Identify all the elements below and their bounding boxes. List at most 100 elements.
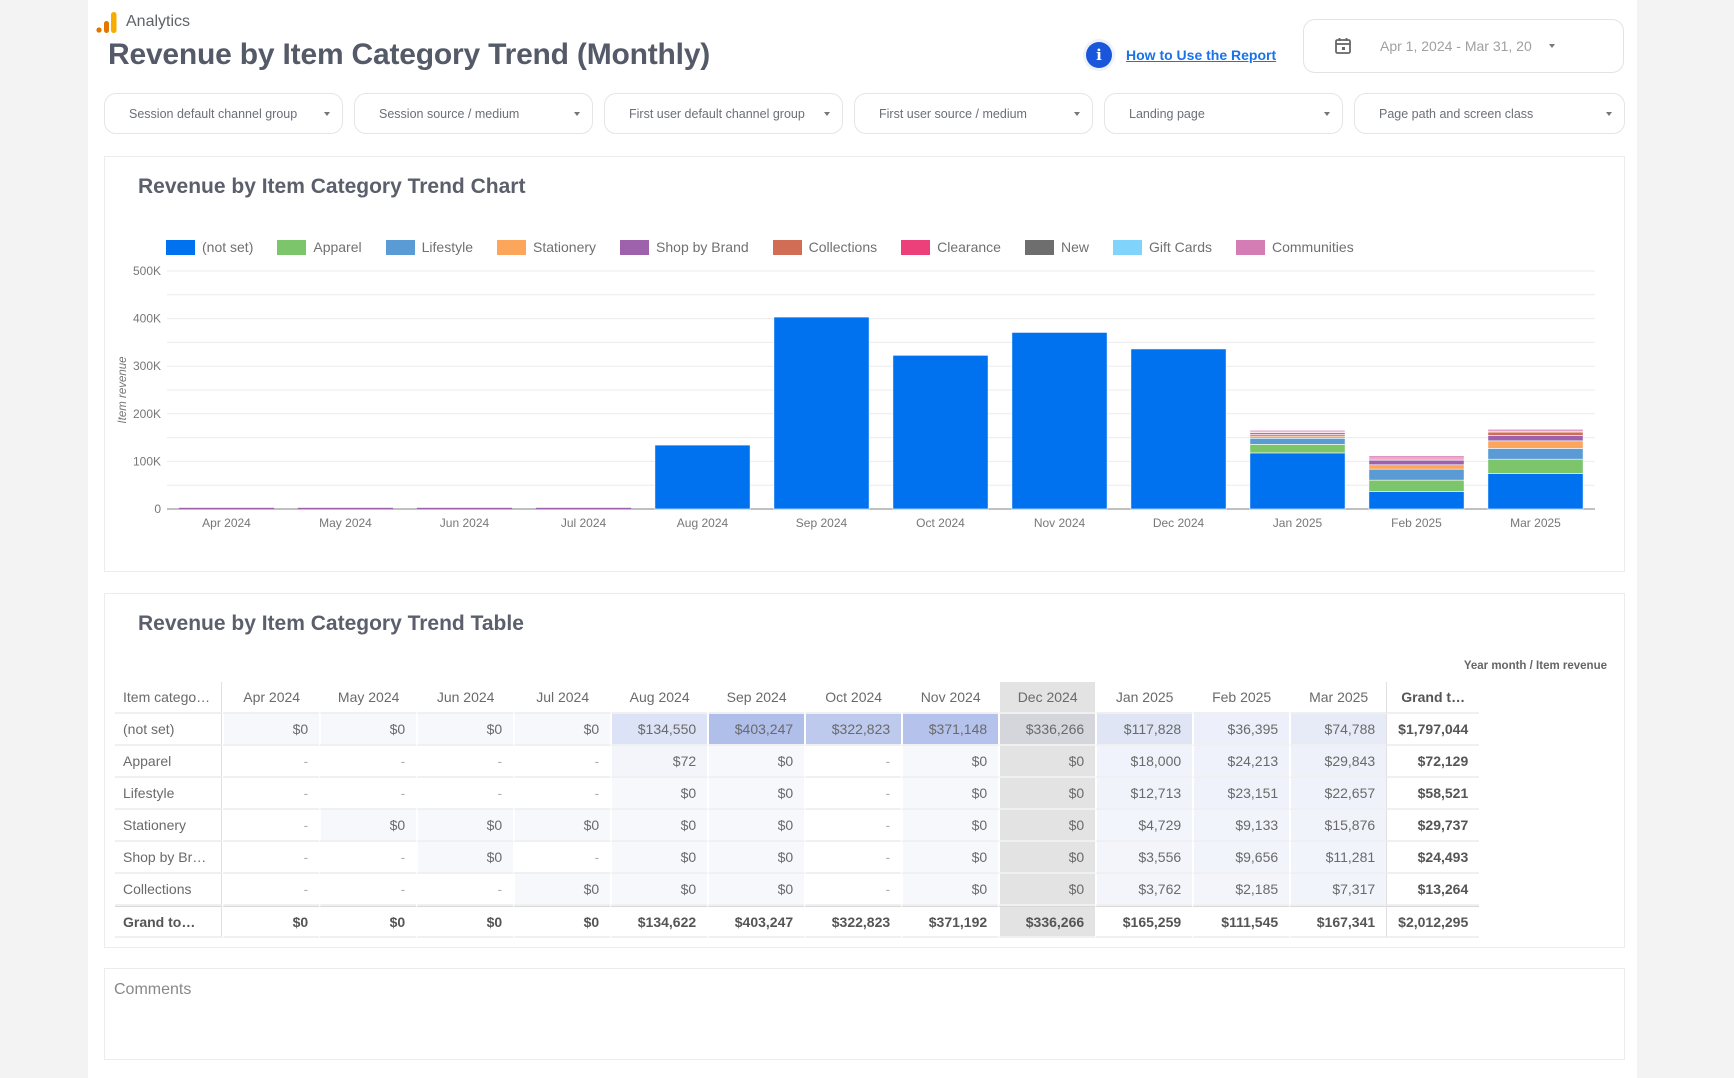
table-cell: -	[416, 746, 514, 778]
table-cell: $336,266	[998, 714, 1096, 746]
column-header[interactable]: Aug 2024	[610, 682, 708, 714]
legend-item[interactable]: Collections	[772, 239, 877, 255]
grand-total-cell: $403,247	[707, 906, 805, 938]
table-cell: $22,657	[1289, 778, 1387, 810]
table-cell: $0	[707, 778, 805, 810]
column-header[interactable]: Jun 2024	[416, 682, 514, 714]
column-header-category[interactable]: Item catego…	[115, 682, 223, 714]
column-header[interactable]: Oct 2024	[804, 682, 902, 714]
grand-total-cell: $371,192	[901, 906, 999, 938]
legend-item[interactable]: Lifestyle	[385, 239, 473, 255]
table-cell: $0	[610, 778, 708, 810]
legend-item[interactable]: Communities	[1236, 239, 1354, 255]
column-header[interactable]: Dec 2024	[998, 682, 1096, 714]
row-grand-total: $13,264	[1386, 874, 1480, 906]
filter-session-default-channel-group[interactable]: Session default channel group	[104, 93, 343, 134]
table-row[interactable]: Lifestyle - - - - $0 $0- $0 $0 $12,713 $23,151 $22,…	[115, 778, 1480, 810]
bar-segment	[1249, 430, 1346, 433]
legend-swatch	[772, 239, 802, 255]
table-row[interactable]: Stationery - $0 $0 $0 $0 $0- $0 $0 $4,729 $9,133 $1…	[115, 810, 1480, 842]
bar-segment	[535, 507, 632, 509]
filter-page-path-screen-class[interactable]: Page path and screen class	[1354, 93, 1625, 134]
table-cell: $7,317	[1289, 874, 1387, 906]
filter-landing-page[interactable]: Landing page	[1104, 93, 1343, 134]
table-cell: $0	[998, 810, 1096, 842]
legend-item[interactable]: Clearance	[901, 239, 1001, 255]
table-cell: $4,729	[1095, 810, 1193, 842]
pivot-table: Item catego… Apr 2024 May 2024 Jun 2024 Jul …	[115, 682, 1480, 938]
table-cell: -	[319, 778, 417, 810]
chevron-down-icon	[574, 111, 580, 116]
column-header[interactable]: Feb 2025	[1192, 682, 1290, 714]
column-header-grand-total[interactable]: Grand t…	[1386, 682, 1480, 714]
column-header[interactable]: Nov 2024	[901, 682, 999, 714]
date-range-picker[interactable]: Apr 1, 2024 - Mar 31, 20	[1303, 19, 1624, 73]
x-tick-label: Apr 2024	[202, 516, 251, 530]
table-cell: $0	[707, 810, 805, 842]
bar-segment	[1368, 464, 1465, 470]
bar-segment	[297, 507, 394, 509]
y-axis-label: Item revenue	[117, 356, 129, 423]
column-header[interactable]: Apr 2024	[222, 682, 320, 714]
info-icon[interactable]: i	[1086, 42, 1112, 68]
filter-session-source-medium[interactable]: Session source / medium	[354, 93, 593, 134]
legend-swatch	[496, 239, 526, 255]
chevron-down-icon	[1324, 111, 1330, 116]
table-cell: $11,281	[1289, 842, 1387, 874]
bar-segment	[1487, 435, 1584, 442]
bar-segment	[892, 355, 989, 510]
chevron-down-icon	[324, 111, 330, 116]
table-cell: $0	[901, 810, 999, 842]
table-row[interactable]: Shop by Br… - - $0- $0 $0- $0 $0 $3,556 $9,656 $11…	[115, 842, 1480, 874]
row-category: Apparel	[115, 746, 223, 778]
table-cell: $0	[513, 874, 611, 906]
y-tick-label: 500K	[133, 264, 161, 278]
filter-first-user-source-medium[interactable]: First user source / medium	[854, 93, 1093, 134]
table-row[interactable]: Apparel - - - - $72 $0- $0 $0 $18,000 $24,213 $29,8…	[115, 746, 1480, 778]
x-tick-label: Jan 2025	[1273, 516, 1323, 530]
x-tick-label: Feb 2025	[1391, 516, 1442, 530]
comments-box[interactable]: Comments	[104, 968, 1625, 1060]
legend-item[interactable]: Stationery	[496, 239, 596, 255]
legend-item[interactable]: New	[1024, 239, 1089, 255]
x-tick-label: Sep 2024	[796, 516, 848, 530]
table-row[interactable]: Collections - - - $0 $0 $0- $0 $0 $3,762 $2,185 $7,…	[115, 874, 1480, 906]
filter-first-user-default-channel-group[interactable]: First user default channel group	[604, 93, 843, 134]
table-cell: $3,556	[1095, 842, 1193, 874]
legend-item[interactable]: Apparel	[277, 239, 362, 255]
chart-legend: (not set) Apparel Lifestyle Stationery Shop …	[166, 239, 1354, 255]
filter-label: First user source / medium	[879, 106, 1027, 121]
table-row[interactable]: (not set) $0 $0 $0 $0 $134,550 $403,247 $322,82…	[115, 714, 1480, 746]
column-header[interactable]: Mar 2025	[1289, 682, 1387, 714]
table-cell: $0	[901, 778, 999, 810]
table-cell: -	[319, 842, 417, 874]
bar-segment	[1249, 437, 1346, 445]
table-cell: $0	[610, 810, 708, 842]
table-cell: $0	[998, 778, 1096, 810]
date-range-value: Apr 1, 2024 - Mar 31, 20	[1380, 38, 1532, 54]
legend-item[interactable]: Gift Cards	[1112, 239, 1212, 255]
filter-label: Page path and screen class	[1379, 106, 1534, 121]
table-cell: $0	[901, 874, 999, 906]
table-cell: $23,151	[1192, 778, 1290, 810]
column-header[interactable]: May 2024	[319, 682, 417, 714]
legend-swatch	[1024, 239, 1054, 255]
grand-total-cell: $0	[319, 906, 417, 938]
table-cell: $12,713	[1095, 778, 1193, 810]
bar-segment	[1487, 429, 1584, 432]
table-cell: $0	[416, 842, 514, 874]
table-cell: -	[416, 778, 514, 810]
table-cell: $322,823	[804, 714, 902, 746]
table-cell: $0	[707, 746, 805, 778]
legend-item[interactable]: Shop by Brand	[620, 239, 749, 255]
how-to-use-link[interactable]: How to Use the Report	[1126, 47, 1277, 63]
comments-label: Comments	[114, 981, 192, 998]
legend-item[interactable]: (not set)	[166, 239, 253, 255]
chevron-down-icon	[824, 111, 830, 116]
brand: Analytics	[96, 10, 190, 34]
column-header[interactable]: Jul 2024	[513, 682, 611, 714]
grand-total-label: Grand to…	[115, 906, 223, 938]
column-header[interactable]: Sep 2024	[707, 682, 805, 714]
table-cell: -	[222, 778, 320, 810]
column-header[interactable]: Jan 2025	[1095, 682, 1193, 714]
